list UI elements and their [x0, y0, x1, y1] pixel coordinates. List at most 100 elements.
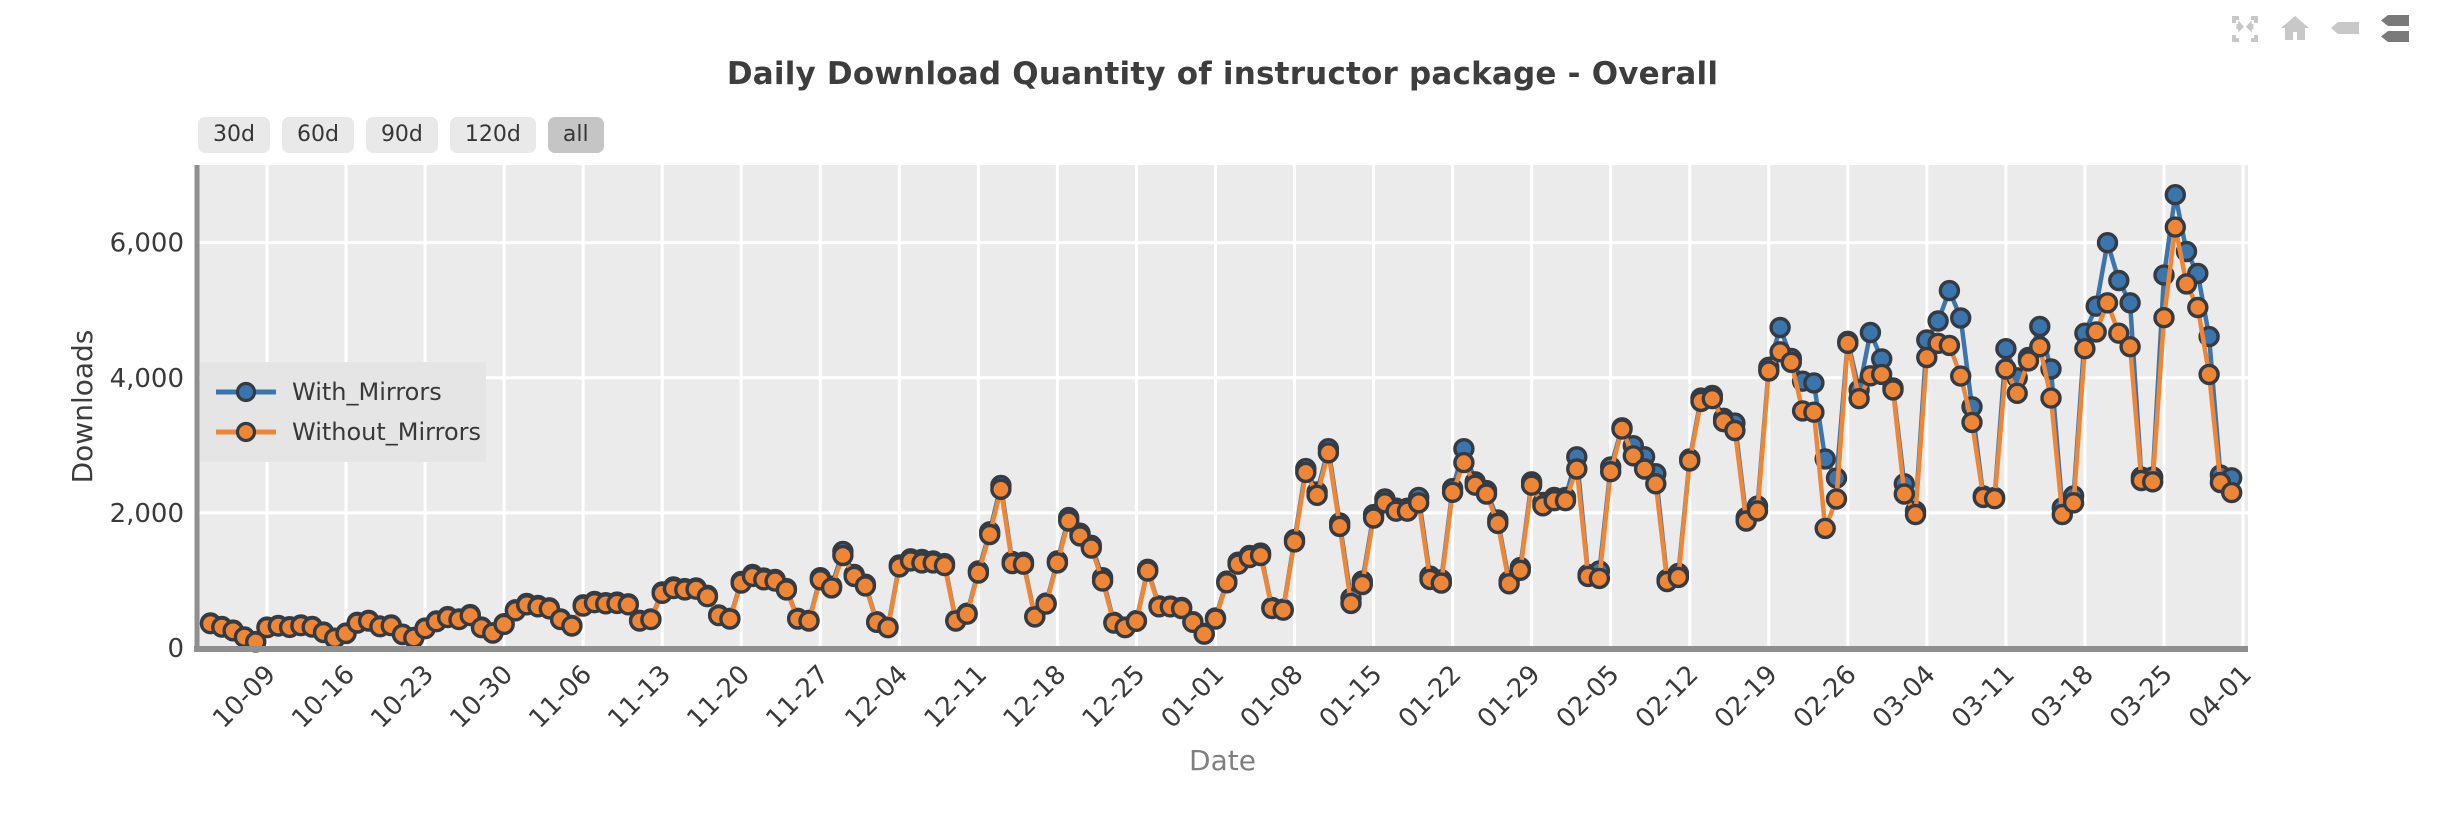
x-tick-labels: 10-09 10-16 10-23 10-30 11-06 11-13 11-20 11-27… — [207, 660, 2258, 735]
data-point — [1961, 411, 1983, 434]
svg-text:11-27: 11-27 — [760, 660, 835, 735]
hover-closest-icon[interactable] — [2328, 12, 2362, 46]
svg-text:6,000: 6,000 — [110, 229, 184, 259]
data-point — [877, 617, 899, 639]
svg-text:12-04: 12-04 — [840, 660, 915, 735]
svg-text:01-08: 01-08 — [1235, 660, 1310, 735]
data-point — [1701, 388, 1724, 410]
svg-text:03-18: 03-18 — [2025, 660, 2100, 735]
data-point — [2006, 382, 2028, 404]
svg-text:4,000: 4,000 — [110, 364, 184, 394]
data-point — [1193, 623, 1215, 645]
data-point — [2108, 269, 2130, 292]
data-point — [798, 610, 820, 632]
data-point — [979, 523, 1001, 546]
data-point — [1407, 492, 1430, 514]
data-point — [1837, 332, 1859, 354]
data-point — [1983, 488, 2006, 510]
legend-sample-line — [216, 421, 276, 443]
data-point — [640, 608, 662, 631]
svg-text:2,000: 2,000 — [110, 499, 184, 529]
data-point — [1328, 515, 1351, 538]
data-point — [1622, 445, 1645, 467]
data-point — [1554, 490, 1577, 512]
data-point — [1080, 537, 1103, 559]
data-point — [2220, 481, 2243, 504]
svg-text:12-11: 12-11 — [919, 660, 994, 735]
data-point — [933, 554, 956, 577]
data-point — [2164, 216, 2187, 238]
svg-text:03-25: 03-25 — [2104, 660, 2179, 735]
range-button-120d[interactable]: 120d — [449, 117, 536, 153]
svg-text:12-25: 12-25 — [1077, 660, 1152, 735]
data-point — [1588, 567, 1611, 590]
data-point — [2119, 336, 2141, 358]
data-point — [1611, 418, 1633, 440]
svg-text:11-06: 11-06 — [523, 660, 598, 735]
range-button-all[interactable]: all — [547, 117, 604, 153]
data-point — [2096, 231, 2119, 254]
data-point — [1859, 321, 1882, 344]
data-point — [1204, 608, 1227, 630]
data-point — [561, 615, 583, 637]
data-point — [1057, 510, 1080, 532]
data-point — [2187, 296, 2209, 319]
legend-item-with_mirrors[interactable]: With_Mirrors — [214, 372, 472, 412]
data-point — [1566, 458, 1588, 480]
data-point — [1487, 512, 1509, 535]
autoscale-icon[interactable] — [2228, 12, 2262, 46]
svg-text:10-16: 10-16 — [286, 660, 361, 735]
data-point — [493, 613, 515, 636]
data-point — [2198, 363, 2220, 386]
svg-text:02-05: 02-05 — [1551, 660, 1626, 735]
plot-area[interactable] — [197, 165, 2248, 648]
data-point — [1746, 500, 1769, 522]
data-point — [1995, 358, 2017, 380]
data-point — [1938, 334, 1961, 357]
data-point — [1012, 553, 1035, 575]
svg-text:10-23: 10-23 — [365, 660, 440, 735]
data-point — [1306, 484, 1328, 506]
range-button-60d[interactable]: 60d — [281, 117, 354, 153]
data-point — [1046, 552, 1069, 574]
data-point — [775, 579, 798, 601]
svg-text:11-20: 11-20 — [681, 660, 756, 735]
data-point — [956, 603, 978, 625]
data-point — [1441, 481, 1464, 503]
svg-text:02-26: 02-26 — [1788, 660, 1863, 735]
data-point — [1667, 566, 1690, 589]
data-point — [1893, 483, 1916, 505]
data-point — [1170, 597, 1193, 620]
data-point — [1678, 450, 1701, 472]
y-tick-labels: 0 2,000 4,000 6,000 — [110, 229, 184, 664]
data-point — [719, 608, 741, 630]
data-point — [1870, 363, 1893, 386]
svg-text:11-13: 11-13 — [602, 660, 677, 735]
home-icon[interactable] — [2278, 12, 2312, 46]
data-point — [1035, 593, 1057, 615]
svg-text:04-01: 04-01 — [2183, 660, 2258, 735]
range-button-30d[interactable]: 30d — [198, 117, 270, 153]
data-point — [1498, 573, 1520, 595]
legend-item-without_mirrors[interactable]: Without_Mirrors — [214, 412, 481, 452]
data-point — [1825, 488, 1848, 510]
svg-text:12-18: 12-18 — [998, 660, 1073, 735]
data-point — [1769, 316, 1791, 339]
svg-text:01-22: 01-22 — [1393, 660, 1468, 735]
data-point — [1351, 573, 1374, 596]
range-button-90d[interactable]: 90d — [365, 117, 438, 153]
data-point — [696, 586, 719, 608]
data-point — [1758, 360, 1780, 382]
data-point — [1430, 572, 1453, 594]
range-selector: 30d 60d 90d 120d all — [198, 117, 604, 153]
hover-compare-icon[interactable] — [2378, 12, 2412, 46]
data-point — [1295, 461, 1317, 484]
svg-text:03-04: 03-04 — [1867, 660, 1942, 735]
svg-text:0: 0 — [167, 634, 184, 664]
data-point — [1949, 307, 1972, 329]
data-point — [1645, 473, 1667, 495]
data-point — [1475, 483, 1498, 505]
legend-sample-line — [216, 381, 276, 403]
data-point — [2040, 387, 2062, 409]
data-point — [2141, 471, 2164, 493]
